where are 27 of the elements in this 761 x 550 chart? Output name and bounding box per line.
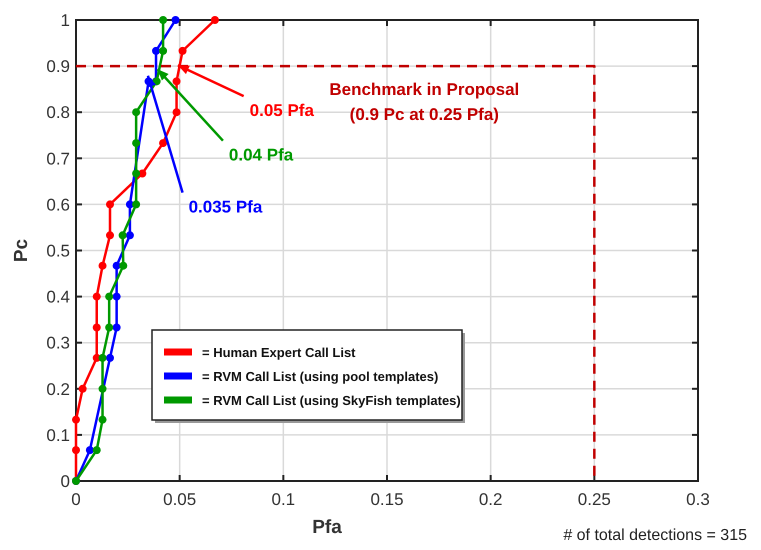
y-tick-label: 0.6: [46, 195, 70, 214]
y-tick-label: 0.7: [46, 149, 70, 168]
x-tick-label: 0.2: [478, 490, 502, 509]
legend-label: = RVM Call List (using SkyFish templates): [202, 393, 461, 408]
y-tick-label: 0.2: [46, 380, 70, 399]
x-tick-label: 0.3: [686, 490, 710, 509]
x-tick-label: 0.05: [163, 490, 196, 509]
annotation: 0.04 Pfa: [228, 146, 294, 165]
annotation: Benchmark in Proposal (0.9 Pc at 0.25 Pfa): [329, 80, 520, 124]
x-tick-label: 0.25: [578, 490, 611, 509]
x-tick-label: 0.1: [272, 490, 296, 509]
y-tick-label: 0.9: [46, 57, 70, 76]
y-axis-title: Pc: [11, 238, 32, 262]
legend-label: = Human Expert Call List: [202, 345, 356, 360]
y-tick-label: 0.4: [46, 288, 70, 307]
y-tick-label: 0.3: [46, 334, 70, 353]
y-tick-label: 0: [60, 472, 70, 491]
annotation: 0.035 Pfa: [188, 198, 263, 217]
y-tick-label: 0.8: [46, 103, 70, 122]
legend-label: = RVM Call List (using pool templates): [202, 369, 438, 384]
y-tick-label: 0.1: [46, 426, 70, 445]
y-tick-label: 1: [60, 11, 70, 30]
y-tick-label: 0.5: [46, 242, 70, 260]
x-axis-title: Pfa: [312, 517, 342, 538]
x-tick-label: 0.15: [370, 490, 404, 509]
text: # of total detections = 315: [563, 527, 748, 544]
annotation: 0.05 Pfa: [250, 101, 314, 120]
